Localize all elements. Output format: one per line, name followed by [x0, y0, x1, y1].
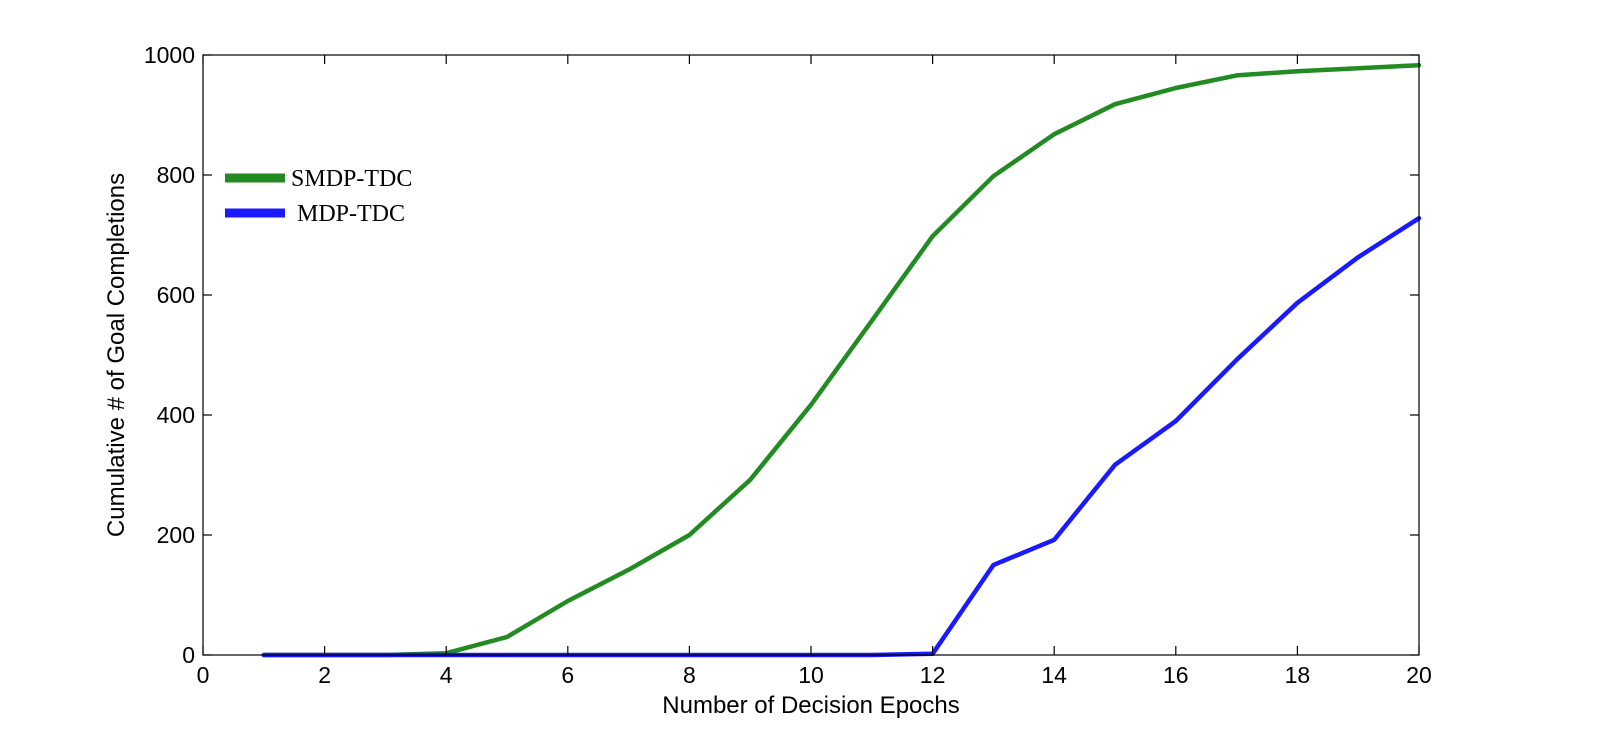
series-line-mdp-tdc	[261, 215, 1422, 658]
x-tick-label: 8	[683, 662, 696, 688]
legend: SMDP-TDC MDP-TDC	[225, 166, 412, 227]
x-tick-label: 20	[1406, 662, 1432, 688]
ticks-layer	[202, 54, 1420, 656]
y-tick-label: 0	[182, 642, 195, 668]
legend-label-smdp-tdc: SMDP-TDC	[291, 166, 412, 192]
legend-label-mdp-tdc: MDP-TDC	[297, 201, 405, 227]
x-tick-label: 6	[561, 662, 574, 688]
x-tick-label: 14	[1041, 662, 1067, 688]
x-tick-label: 16	[1163, 662, 1189, 688]
y-tick-label: 1000	[144, 42, 195, 68]
x-tick-label: 10	[798, 662, 824, 688]
y-tick-label: 800	[157, 162, 195, 188]
x-tick-label: 18	[1285, 662, 1311, 688]
plot-frame	[202, 54, 1420, 656]
series-layer	[261, 62, 1422, 658]
x-tick-label: 4	[440, 662, 453, 688]
x-axis-label: Number of Decision Epochs	[662, 692, 959, 719]
y-tick-label: 400	[157, 402, 195, 428]
x-tick-label: 0	[197, 662, 210, 688]
y-axis-label: Cumulative # of Goal Completions	[103, 173, 130, 537]
series-line-smdp-tdc	[261, 62, 1422, 658]
y-tick-label: 600	[157, 282, 195, 308]
x-tick-label: 2	[318, 662, 331, 688]
y-tick-label: 200	[157, 522, 195, 548]
x-tick-label: 12	[920, 662, 946, 688]
